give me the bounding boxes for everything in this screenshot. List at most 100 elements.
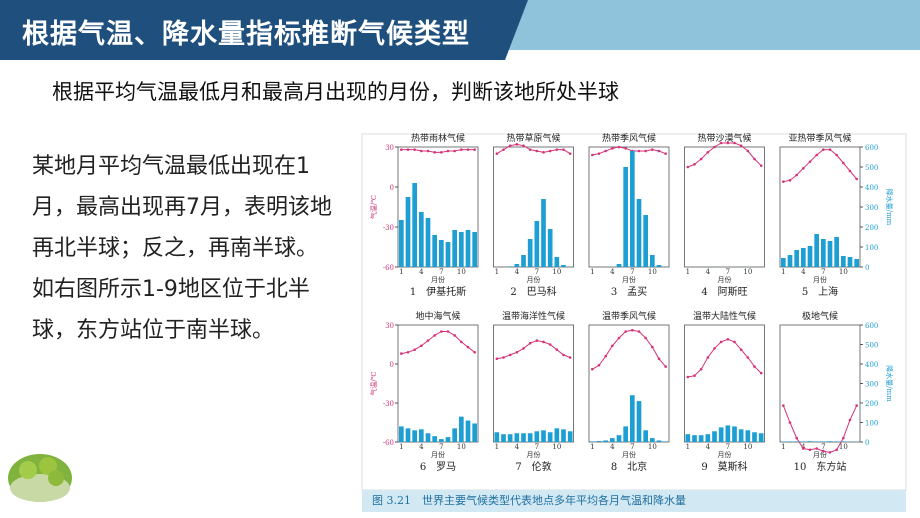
- x-tick-label: 1: [686, 443, 690, 451]
- x-axis-label: 月份: [431, 275, 445, 284]
- temperature-point: [522, 347, 525, 350]
- precipitation-bar: [745, 430, 751, 442]
- y2-axis-label: 降水量/mm: [885, 189, 894, 226]
- temperature-point: [842, 436, 845, 440]
- precipitation-bar: [610, 438, 615, 442]
- precipitation-bar: [685, 434, 691, 442]
- temperature-point: [528, 148, 532, 151]
- temperature-point: [453, 149, 456, 153]
- x-axis-label: 月份: [622, 450, 636, 459]
- x-tick-label: 7: [821, 268, 825, 276]
- temperature-point: [426, 149, 430, 153]
- x-tick-label: 10: [648, 443, 657, 451]
- temperature-point: [788, 179, 792, 182]
- precipitation-bar: [561, 429, 566, 442]
- temperature-point: [611, 147, 614, 150]
- precipitation-bar: [547, 432, 553, 442]
- x-axis-label: 月份: [718, 450, 732, 459]
- x-tick-label: 4: [419, 268, 424, 276]
- precipitation-bar: [623, 426, 628, 442]
- temperature-line: [592, 146, 666, 156]
- temperature-point: [644, 336, 647, 340]
- temperature-point: [460, 340, 463, 344]
- x-axis-label: 月份: [527, 450, 541, 459]
- y-axis-label: 气温/℃: [369, 371, 378, 395]
- station-label: 10 东方站: [794, 460, 847, 473]
- chart-title: 热带季风气候: [602, 132, 656, 144]
- temperature-point: [739, 144, 743, 147]
- precipitation-bar: [425, 218, 431, 267]
- precipitation-bar: [636, 401, 642, 442]
- temperature-point: [413, 348, 416, 352]
- station-label: 1 伊基托斯: [410, 285, 466, 298]
- x-tick-label: 1: [399, 443, 403, 451]
- temperature-point: [473, 148, 476, 151]
- temperature-point: [828, 451, 832, 454]
- x-tick-label: 4: [706, 268, 711, 276]
- temperature-point: [733, 340, 736, 344]
- x-tick-label: 7: [726, 268, 730, 276]
- temperature-point: [413, 148, 416, 151]
- temperature-point: [535, 149, 539, 153]
- precipitation-bar: [643, 430, 648, 442]
- temperature-point: [802, 167, 805, 170]
- temperature-point: [802, 447, 805, 450]
- y-tick-label: -30: [383, 400, 394, 408]
- x-tick-label: 4: [610, 443, 615, 451]
- precipitation-bar: [807, 246, 813, 267]
- plot-frame: [588, 324, 670, 443]
- temperature-point: [855, 177, 858, 181]
- temperature-point: [440, 330, 443, 333]
- plot-frame: [684, 324, 765, 443]
- precipitation-bar: [630, 151, 635, 267]
- x-tick-label: 10: [839, 443, 848, 451]
- precipitation-bar: [787, 255, 793, 267]
- x-axis-label: 月份: [622, 275, 636, 284]
- chart-title: 热带沙漠气候: [697, 132, 751, 144]
- temperature-point: [753, 365, 756, 368]
- plot-frame: [493, 324, 574, 443]
- temperature-point: [426, 339, 430, 342]
- temperature-line: [687, 142, 762, 168]
- precipitation-bar: [656, 265, 662, 267]
- precipitation-bar: [459, 416, 464, 442]
- temperature-point: [788, 421, 792, 424]
- precipitation-bar: [527, 239, 533, 267]
- precipitation-bar: [465, 230, 471, 267]
- x-axis-label: 月份: [431, 450, 445, 459]
- station-label: 3 孟买: [611, 286, 647, 298]
- temperature-point: [502, 148, 505, 151]
- precipitation-bar: [554, 428, 560, 442]
- temperature-point: [515, 143, 519, 146]
- precipitation-bar: [841, 441, 846, 442]
- temperature-point: [808, 448, 812, 452]
- precipitation-bar: [650, 255, 655, 267]
- y2-tick-label: 100: [865, 244, 878, 252]
- x-tick-label: 10: [457, 443, 466, 451]
- y2-tick-label: 400: [865, 361, 878, 369]
- precipitation-bar: [650, 438, 655, 442]
- precipitation-bar: [514, 433, 520, 442]
- precipitation-bar: [616, 264, 622, 267]
- temperature-point: [759, 371, 763, 375]
- x-tick-label: 4: [801, 268, 806, 276]
- precipitation-bar: [834, 441, 839, 442]
- temperature-point: [693, 163, 696, 166]
- station-label: 2 巴马科: [510, 285, 556, 298]
- temperature-point: [604, 354, 607, 358]
- temperature-point: [624, 330, 627, 333]
- chart-title: 热带草原气候: [506, 132, 560, 144]
- precipitation-bar: [425, 433, 431, 442]
- temperature-point: [719, 340, 723, 344]
- precipitation-bar: [412, 183, 417, 267]
- temperature-point: [808, 160, 812, 163]
- plot-frame: [397, 146, 479, 268]
- temperature-point: [835, 153, 838, 157]
- x-tick-label: 4: [419, 443, 424, 451]
- chart-title: 极地气候: [802, 310, 838, 322]
- precipitation-bar: [514, 264, 520, 267]
- precipitation-bar: [590, 441, 595, 442]
- temperature-point: [568, 152, 572, 155]
- plot-frame: [397, 324, 479, 443]
- precipitation-bar: [781, 258, 786, 267]
